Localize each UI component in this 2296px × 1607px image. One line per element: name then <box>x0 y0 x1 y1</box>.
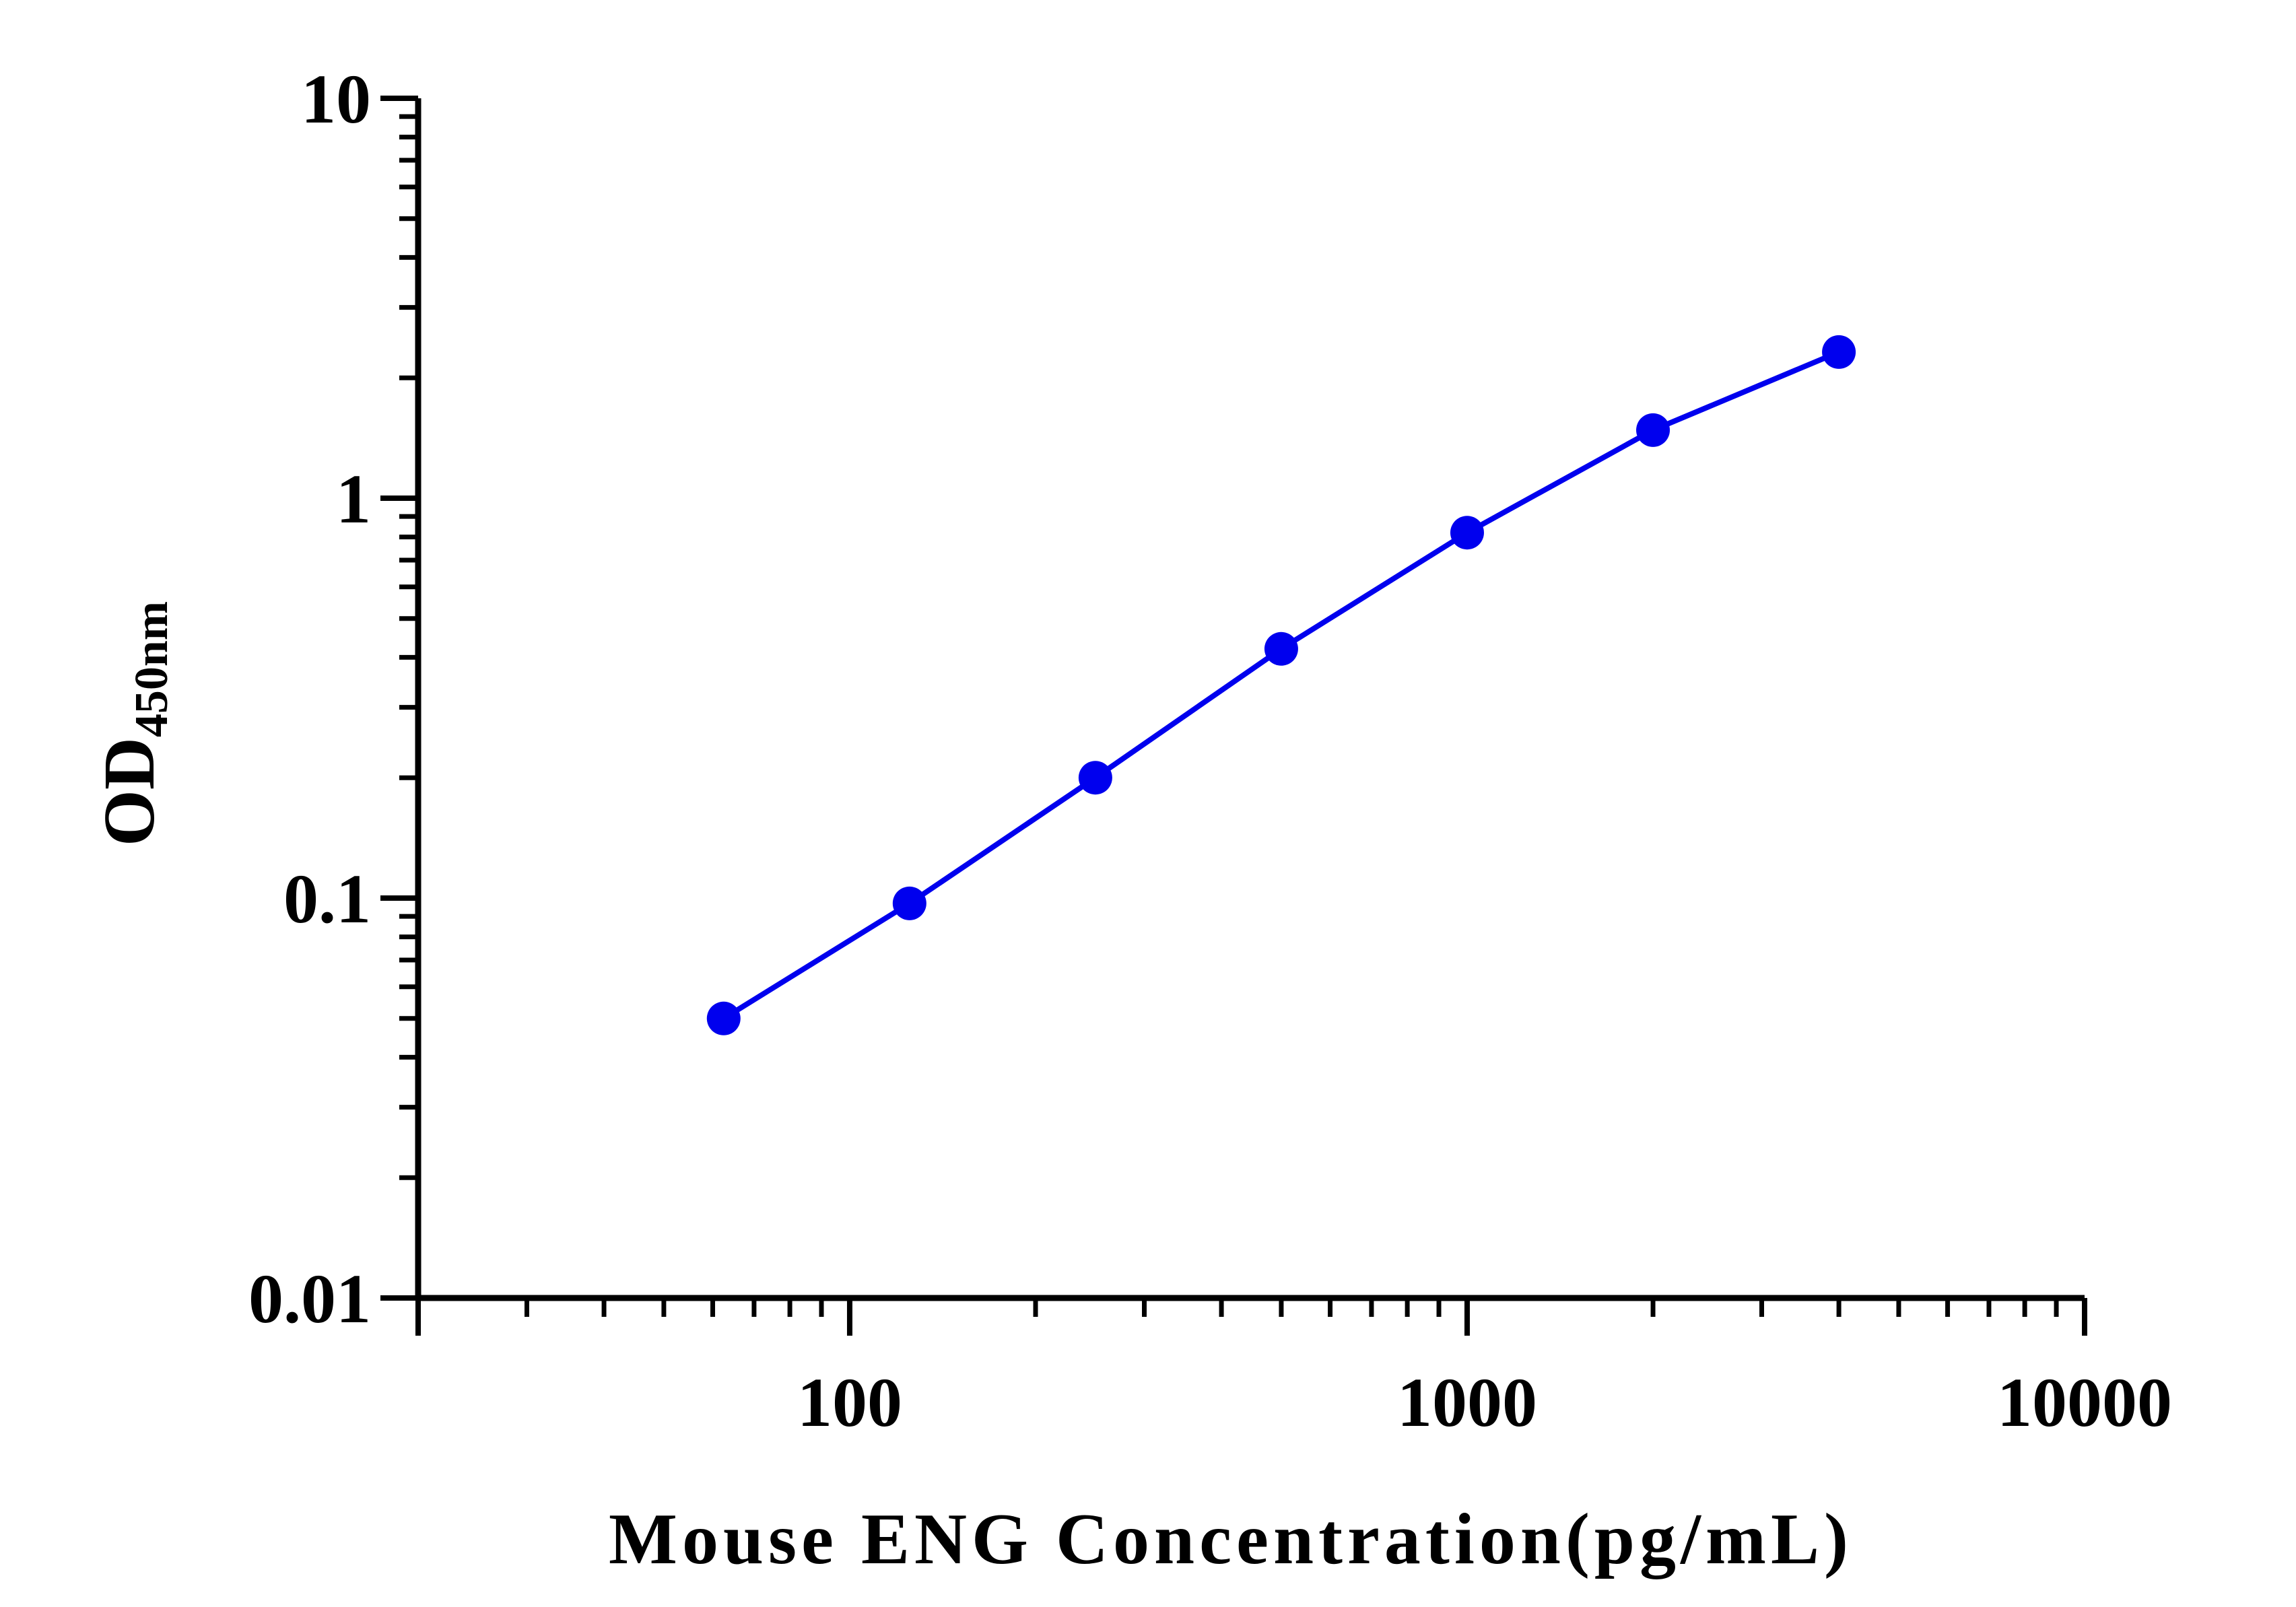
y-axis-title: OD450nm <box>90 601 178 846</box>
x-axis-title: Mouse ENG Concentration(pg/mL) <box>609 1499 1853 1579</box>
data-point <box>1078 761 1112 795</box>
y-tick-label: 0.01 <box>248 1260 371 1338</box>
y-axis-title-sub: 450nm <box>126 601 178 737</box>
data-point <box>892 886 926 920</box>
data-point <box>706 1001 741 1035</box>
x-tick-label: 1000 <box>1397 1364 1537 1441</box>
y-tick-label: 0.1 <box>283 860 371 938</box>
y-axis-title-main: OD <box>90 737 170 846</box>
data-point <box>1264 631 1298 666</box>
series-layer <box>706 335 1856 1035</box>
data-point <box>1822 335 1856 369</box>
data-point <box>1636 413 1670 447</box>
y-tick-label: 10 <box>301 61 371 138</box>
y-tick-label: 1 <box>336 460 371 538</box>
x-tick-label: 100 <box>797 1364 902 1441</box>
data-point <box>1450 516 1484 550</box>
series-line <box>722 349 1840 1021</box>
axes: 0.01 0.1 1 10 100 1000 10000 <box>248 61 2172 1441</box>
x-tick-label: 10000 <box>1997 1364 2172 1441</box>
